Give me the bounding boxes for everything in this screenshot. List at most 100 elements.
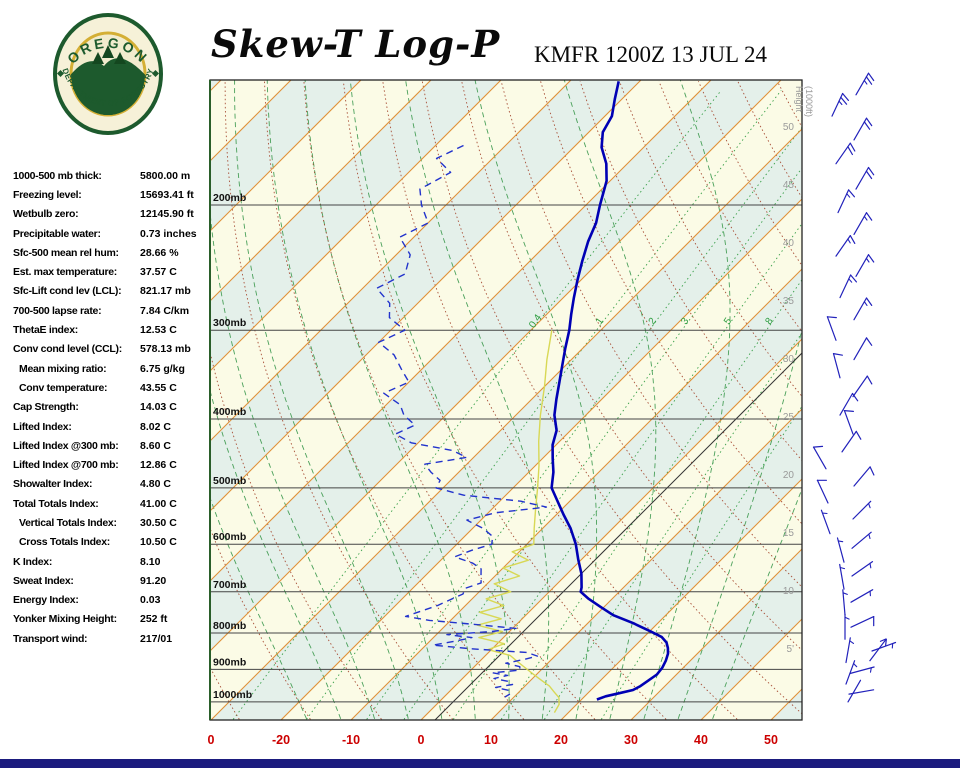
wind-barb — [844, 613, 850, 640]
wind-barb — [852, 500, 872, 520]
stat-label: 1000-500 mb thick: — [13, 169, 102, 182]
temperature-trace — [550, 81, 670, 701]
stat-row: Showalter Index: 4.80 C — [13, 475, 213, 494]
x-axis-label: 40 — [694, 733, 708, 747]
isotherm-line — [560, 478, 802, 720]
stat-row: Vertical Totals Index: 30.50 C — [13, 513, 213, 532]
stat-value: 217/01 — [140, 632, 173, 645]
isotherm-line — [210, 80, 502, 372]
height-axis-title: Height — [794, 86, 804, 113]
wind-barb — [835, 235, 856, 257]
height-label: 20 — [783, 470, 795, 481]
stat-label: Lifted Index: — [13, 420, 72, 433]
pressure-label: 600mb — [213, 531, 246, 543]
isotherm-line — [630, 548, 802, 720]
stat-label: ThetaE index: — [13, 324, 78, 337]
stat-row: Cap Strength: 14.03 C — [13, 398, 213, 417]
stat-value: 37.57 C — [140, 266, 177, 279]
stat-value: 252 ft — [140, 613, 168, 626]
stat-value: 91.20 — [140, 574, 167, 587]
stat-value: 0.73 inches — [140, 227, 197, 240]
mixing-ratio-label: 3 — [679, 316, 691, 327]
isotherm-line — [280, 198, 802, 720]
stat-label: Wetbulb zero: — [13, 208, 79, 221]
dry-adiabat — [856, 81, 960, 719]
wind-barb — [839, 392, 859, 416]
isotherm-line — [210, 80, 642, 512]
wind-barb — [845, 660, 858, 685]
x-axis-label: 10 — [484, 733, 498, 747]
dry-adiabat — [382, 81, 738, 720]
transport-wind-arrow — [869, 638, 887, 662]
stat-row: Mean mixing ratio: 6.75 g/kg — [13, 359, 213, 378]
moist-adiabat — [234, 80, 409, 719]
x-axis-label: -10 — [342, 733, 360, 747]
isotherm-line — [210, 80, 572, 442]
stat-row: Transport wind: 217/01 — [13, 629, 213, 648]
wind-barb — [820, 509, 831, 535]
moist-adiabat — [210, 207, 376, 719]
mixing-ratio-line — [366, 126, 802, 720]
stat-label: Total Totals Index: — [13, 497, 99, 510]
stat-value: 6.75 g/kg — [140, 362, 185, 375]
mixing-ratio-label: 1 — [594, 316, 606, 327]
stat-value: 4.80 C — [140, 478, 171, 491]
stat-value: 14.03 C — [140, 401, 177, 414]
stat-value: 5800.00 m — [140, 169, 191, 182]
stat-label: 700-500 lapse rate: — [13, 304, 102, 317]
mixing-ratio-line — [306, 90, 782, 720]
wind-barb — [850, 589, 874, 603]
isotherm-line — [210, 80, 362, 232]
pressure-label: 700mb — [213, 579, 246, 591]
pressure-label: 500mb — [213, 475, 246, 487]
wind-barb — [832, 353, 844, 379]
stat-row: 700-500 lapse rate: 7.84 C/km — [13, 301, 213, 320]
stat-label: Sfc-Lift cond lev (LCL): — [13, 285, 122, 298]
isotherm-line — [350, 268, 802, 720]
dry-adiabat — [776, 81, 802, 129]
pressure-label: 400mb — [213, 406, 246, 418]
dry-adiabat — [579, 81, 802, 462]
height-label: 30 — [783, 354, 795, 365]
wind-barb — [839, 563, 846, 590]
wind-barb — [871, 641, 897, 652]
stat-value: 821.17 mb — [140, 285, 191, 298]
stat-label: Conv cond level (CCL): — [13, 343, 122, 356]
wind-barb — [851, 560, 874, 577]
wind-barb — [841, 430, 862, 453]
x-axis-label: 30 — [624, 733, 638, 747]
stat-label: Est. max temperature: — [13, 266, 117, 279]
stat-label: Lifted Index @700 mb: — [13, 459, 119, 472]
background-band — [0, 80, 151, 720]
dry-adiabat — [817, 81, 960, 719]
stat-value: 28.66 % — [140, 246, 179, 259]
moist-adiabat — [349, 80, 510, 719]
stat-label: Cap Strength: — [13, 401, 79, 414]
stat-label: Showalter Index: — [13, 478, 93, 491]
stat-row: Est. max temperature: 37.57 C — [13, 262, 213, 281]
stat-label: Energy Index: — [13, 594, 79, 607]
stat-row: Energy Index: 0.03 — [13, 591, 213, 610]
stat-value: 41.00 C — [140, 497, 177, 510]
stat-row: Cross Totals Index: 10.50 C — [13, 533, 213, 552]
stat-label: K Index: — [13, 555, 53, 568]
mixing-ratio-line — [600, 405, 802, 720]
wind-barb — [847, 679, 862, 703]
footer-bar — [0, 759, 960, 768]
stat-row: Yonker Mixing Height: 252 ft — [13, 610, 213, 629]
wind-barb — [837, 189, 856, 214]
wind-barb — [843, 410, 855, 435]
mixing-ratio-line — [232, 90, 722, 720]
wind-barb — [852, 375, 873, 398]
isotherm-line — [420, 338, 802, 720]
mixing-ratio-lines — [232, 90, 802, 720]
pressure-label: 900mb — [213, 656, 246, 668]
stat-row: Conv temperature: 43.55 C — [13, 378, 213, 397]
mixing-ratio-label: 5 — [722, 316, 734, 327]
wind-barb — [853, 212, 873, 235]
moist-adiabat — [563, 80, 657, 719]
odf-logo-svg: OREGON DEPARTMENT OF FORESTRY — [53, 13, 163, 135]
moist-adiabat — [210, 496, 307, 719]
wind-barb — [850, 615, 875, 628]
